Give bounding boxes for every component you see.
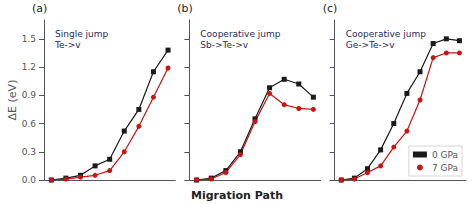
svg-text:Migration Path: Migration Path: [191, 189, 283, 202]
svg-text:0.3: 0.3: [22, 147, 36, 157]
svg-text:1.5: 1.5: [22, 34, 36, 44]
svg-text:7 GPa: 7 GPa: [432, 163, 458, 173]
svg-text:Ge->Te->v: Ge->Te->v: [346, 40, 396, 50]
svg-text:0.0: 0.0: [22, 175, 37, 185]
svg-text:Single jump: Single jump: [55, 29, 109, 39]
svg-text:(b): (b): [177, 2, 193, 15]
svg-text:(c): (c): [323, 2, 338, 15]
svg-text:Cooperative jump: Cooperative jump: [346, 29, 426, 39]
svg-text:(a): (a): [32, 2, 47, 15]
svg-text:0.6: 0.6: [22, 119, 37, 129]
svg-text:0 GPa: 0 GPa: [432, 150, 458, 160]
svg-text:0.9: 0.9: [22, 90, 37, 100]
svg-text:Cooperative jump: Cooperative jump: [200, 29, 280, 39]
svg-text:Te->v: Te->v: [54, 40, 81, 50]
svg-text:1.2: 1.2: [22, 62, 36, 72]
svg-text:ΔE (eV): ΔE (eV): [6, 80, 19, 121]
svg-text:Sb->Te->v: Sb->Te->v: [200, 40, 249, 50]
